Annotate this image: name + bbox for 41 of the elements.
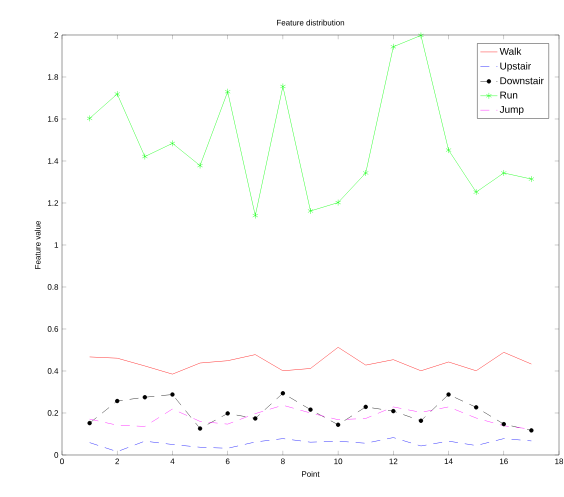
point (529, 428, 534, 433)
point (198, 426, 202, 431)
point (362, 170, 369, 176)
point (225, 411, 230, 416)
point (87, 420, 92, 426)
point (500, 170, 507, 176)
point (474, 405, 478, 410)
point (418, 418, 424, 423)
point (142, 153, 148, 160)
point (528, 176, 534, 182)
point (280, 83, 286, 90)
point (391, 408, 396, 414)
legend-label: Run (500, 92, 518, 99)
point (336, 422, 340, 427)
point (418, 32, 424, 39)
point (170, 140, 176, 147)
legend-label: Walk (500, 48, 522, 55)
point (308, 407, 313, 412)
point (115, 398, 120, 404)
point (253, 416, 258, 421)
point (308, 208, 314, 214)
point (86, 115, 92, 122)
point (390, 44, 396, 50)
point (142, 395, 148, 400)
legend-label: Upstair (500, 62, 531, 72)
point (446, 146, 452, 154)
line-series (89, 437, 532, 452)
legend-label: Downstair (500, 76, 544, 84)
point (252, 212, 258, 219)
point (224, 88, 230, 95)
point (170, 392, 175, 397)
legend-label: Jump (500, 106, 524, 115)
point (280, 391, 286, 396)
line-series (89, 347, 532, 374)
point (114, 90, 120, 98)
point (502, 422, 506, 426)
point (473, 188, 479, 196)
point (197, 162, 203, 169)
point (335, 199, 341, 206)
point (446, 392, 451, 397)
point (364, 404, 368, 410)
